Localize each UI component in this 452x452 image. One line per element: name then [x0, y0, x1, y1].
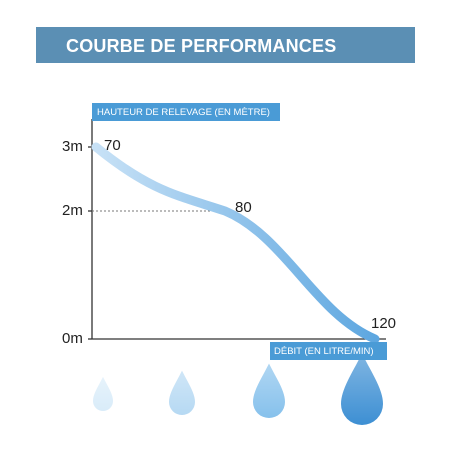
page-title: COURBE DE PERFORMANCES [66, 36, 337, 56]
medium-drop-icon [169, 370, 195, 415]
y-axis-label-box: HAUTEUR DE RELEVAGE (EN MÈTRE) [92, 103, 280, 121]
small-drop-icon [93, 377, 113, 411]
data-label: 80 [235, 199, 252, 216]
performance-curve [91, 142, 380, 344]
header-banner: COURBE DE PERFORMANCES [36, 27, 415, 63]
x-axis-label-box: DÉBIT (EN LITRE/MIN) [270, 342, 387, 360]
y-axis-label: HAUTEUR DE RELEVAGE (EN MÈTRE) [97, 107, 270, 118]
xlarge-drop-icon [341, 353, 383, 425]
data-label: 120 [371, 315, 397, 332]
large-drop-icon [253, 363, 285, 418]
data-label: 70 [104, 137, 121, 154]
y-tick-label: 2m [62, 202, 83, 219]
x-axis-label: DÉBIT (EN LITRE/MIN) [274, 346, 374, 357]
y-tick-label: 0m [62, 330, 83, 347]
y-tick-label: 3m [62, 138, 83, 155]
